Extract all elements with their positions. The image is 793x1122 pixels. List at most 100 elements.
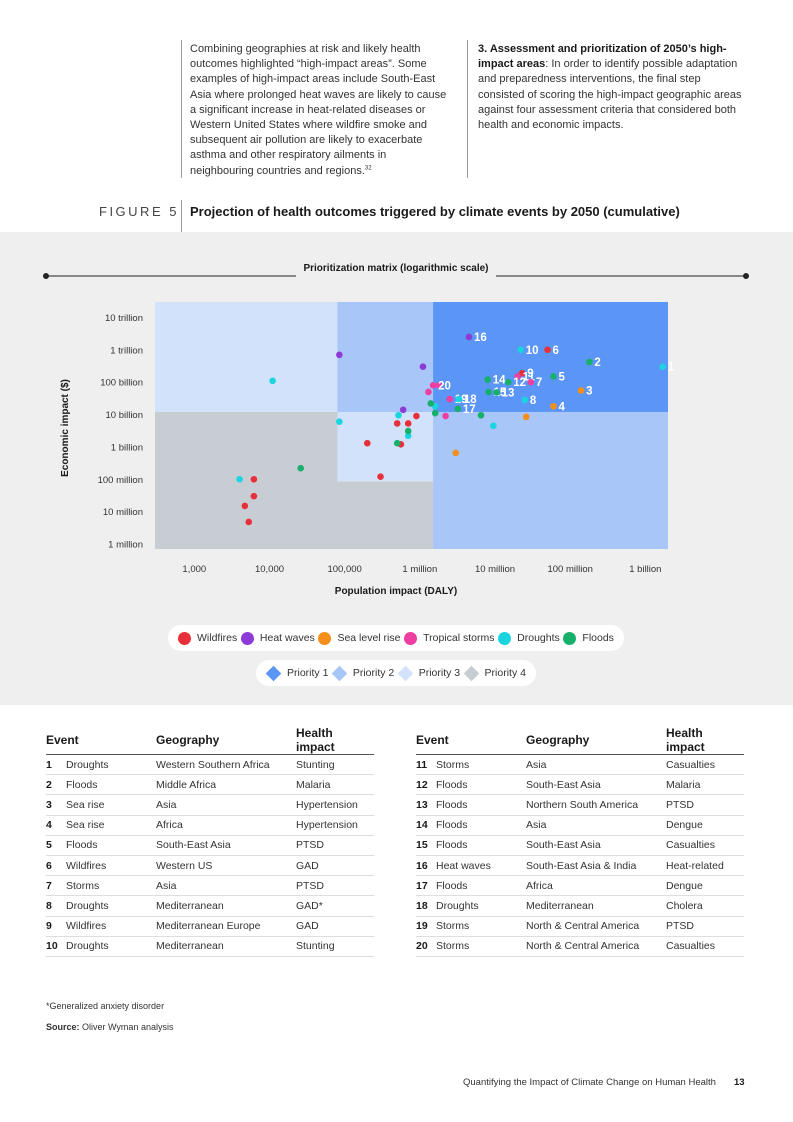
row-number: 3 (46, 794, 66, 816)
priority-swatch (397, 665, 413, 681)
title-rule-dot (43, 273, 49, 279)
row-event: Floods (436, 794, 526, 816)
source-note: Source: Oliver Wyman analysis (46, 1022, 173, 1032)
legend-swatch (178, 631, 191, 645)
legend-item: Droughts (498, 631, 560, 645)
row-health-impact: Dengue (666, 875, 744, 897)
data-point (413, 412, 420, 420)
data-point (393, 420, 401, 427)
event-legend: Wildfires Heat waves Sea level rise Tropica… (168, 625, 624, 651)
data-point (435, 382, 443, 389)
row-number: 7 (46, 875, 66, 897)
data-point (377, 473, 384, 480)
table-row: 20 Storms North & Central America Casualtie… (416, 936, 744, 957)
data-point (419, 363, 427, 371)
legend-label: Sea level rise (337, 632, 401, 644)
row-event: Floods (436, 835, 526, 856)
row-health-impact: GAD* (296, 895, 374, 917)
legend-label: Heat waves (259, 632, 315, 644)
row-geography: Asia (526, 754, 666, 776)
intro-left-text: Combining geographies at risk and likely… (190, 43, 447, 177)
row-event: Droughts (66, 754, 156, 776)
figure-panel: Prioritization matrix (logarithmic scale… (0, 232, 793, 705)
point-label: 7 (536, 377, 542, 389)
legend-swatch (240, 631, 254, 645)
legend-item: Tropical storms (404, 631, 495, 645)
legend-item: Priority 2 (331, 665, 395, 681)
legend-swatch (404, 631, 418, 645)
x-tick-label: 1 billion (629, 564, 661, 575)
row-health-impact: GAD (296, 855, 374, 877)
point-label: 12 (513, 377, 526, 389)
events-table-right: Event Geography Health impact 11 Storms As… (416, 726, 744, 957)
data-point (336, 418, 343, 426)
data-point (485, 388, 492, 396)
table-row: 7 Storms Asia PTSD (46, 875, 374, 897)
row-number: 17 (416, 875, 436, 897)
legend-label: Tropical storms (423, 632, 495, 644)
row-event: Sea rise (66, 815, 156, 836)
intro-right-heading: 3. Assessment and prioritization of 2050… (478, 43, 727, 71)
data-point (586, 358, 593, 366)
row-health-impact: Malaria (666, 774, 744, 796)
prioritization-chart: Prioritization matrix (logarithmic scale… (43, 261, 749, 597)
legend-item: Sea level rise (318, 631, 401, 645)
page-number: 13 (734, 1077, 745, 1088)
table-row: 12 Floods South-East Asia Malaria (416, 774, 744, 796)
data-point (404, 432, 412, 440)
priority-zone-2 (433, 411, 668, 549)
table-row: 11 Storms Asia Casualties (416, 754, 744, 776)
row-geography: South-East Asia & India (526, 855, 666, 877)
row-event: Floods (436, 774, 526, 796)
row-health-impact: PTSD (666, 916, 744, 937)
table-row: 15 Floods South-East Asia Casualties (416, 835, 744, 856)
table-row: 17 Floods Africa Dengue (416, 875, 744, 897)
y-tick-label: 1 trillion (110, 345, 143, 356)
data-point (550, 373, 557, 380)
row-event: Wildfires (66, 855, 156, 877)
row-event: Droughts (66, 936, 156, 957)
legend-item: Priority 3 (397, 665, 461, 681)
row-number: 16 (416, 855, 436, 877)
priority-zone-2 (337, 302, 434, 412)
row-health-impact: Casualties (666, 936, 744, 957)
title-rule-dot (743, 273, 749, 279)
footer-title: Quantifying the Impact of Climate Change… (463, 1077, 716, 1088)
row-geography: Africa (156, 815, 296, 836)
table-row: 19 Storms North & Central America PTSD (416, 916, 744, 937)
data-point (452, 449, 460, 457)
legend-label: Priority 2 (352, 667, 395, 679)
row-geography: Mediterranean Europe (156, 916, 296, 937)
row-health-impact: Dengue (666, 815, 744, 836)
row-geography: Mediterranean (156, 936, 296, 957)
intro-right-column: 3. Assessment and prioritization of 2050… (478, 42, 750, 133)
data-point (363, 439, 371, 447)
priority-zone-3 (337, 411, 434, 482)
table-row: 9 Wildfires Mediterranean Europe GAD (46, 916, 374, 937)
data-point (404, 427, 412, 435)
data-point (527, 378, 535, 386)
data-point (550, 402, 557, 410)
data-point (522, 413, 530, 421)
legend-label: Priority 1 (287, 667, 329, 679)
priority-swatch (331, 665, 348, 681)
row-health-impact: Heat-related (666, 855, 744, 877)
row-event: Floods (66, 835, 156, 856)
data-point (393, 439, 401, 447)
data-point (544, 346, 551, 354)
x-tick-label: 100,000 (327, 564, 361, 575)
x-tick-label: 1,000 (182, 564, 206, 575)
legend-label: Priority 3 (418, 667, 461, 679)
legend-swatch (563, 631, 577, 645)
table-row: 5 Floods South-East Asia PTSD (46, 835, 374, 856)
header-geography: Geography (156, 726, 296, 755)
point-label: 3 (586, 386, 592, 398)
row-geography: North & Central America (526, 936, 666, 957)
row-event: Heat waves (436, 855, 526, 877)
point-label: 13 (502, 387, 515, 399)
row-geography: Northern South America (526, 794, 666, 816)
row-number: 5 (46, 835, 66, 856)
row-number: 4 (46, 815, 66, 836)
row-geography: South-East Asia (526, 774, 666, 796)
row-health-impact: Hypertension (296, 815, 374, 836)
